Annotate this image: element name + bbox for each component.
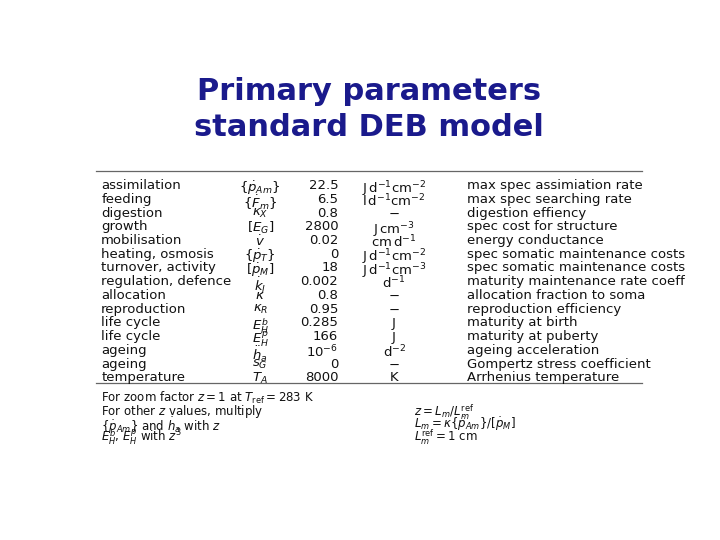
Text: life cycle: life cycle bbox=[101, 330, 161, 343]
Text: $L_m = \kappa\{\dot{p}_{Am}\}/[\dot{p}_M]$: $L_m = \kappa\{\dot{p}_{Am}\}/[\dot{p}_M… bbox=[413, 415, 516, 433]
Text: spec somatic maintenance costs: spec somatic maintenance costs bbox=[467, 248, 685, 261]
Text: energy conductance: energy conductance bbox=[467, 234, 603, 247]
Text: $[E_G]$: $[E_G]$ bbox=[246, 220, 274, 237]
Text: $\kappa_R$: $\kappa_R$ bbox=[253, 302, 268, 316]
Text: assimilation: assimilation bbox=[101, 179, 181, 192]
Text: $T_A$: $T_A$ bbox=[252, 371, 268, 386]
Text: Arrhenius temperature: Arrhenius temperature bbox=[467, 371, 619, 384]
Text: 0.02: 0.02 bbox=[309, 234, 338, 247]
Text: $\{\dot{p}_{Am}\}$: $\{\dot{p}_{Am}\}$ bbox=[239, 179, 281, 197]
Text: 0: 0 bbox=[330, 357, 338, 370]
Text: max spec assimiation rate: max spec assimiation rate bbox=[467, 179, 642, 192]
Text: 8000: 8000 bbox=[305, 371, 338, 384]
Text: $\dot{v}$: $\dot{v}$ bbox=[255, 234, 265, 248]
Text: $10^{-6}$: $10^{-6}$ bbox=[306, 344, 338, 360]
Text: growth: growth bbox=[101, 220, 148, 233]
Text: 0.8: 0.8 bbox=[318, 289, 338, 302]
Text: life cycle: life cycle bbox=[101, 316, 161, 329]
Text: For zoom factor $z = 1$ at $T_\mathrm{ref} = 283$ K: For zoom factor $z = 1$ at $T_\mathrm{re… bbox=[101, 390, 314, 407]
Text: spec cost for structure: spec cost for structure bbox=[467, 220, 617, 233]
Text: $\mathrm{K}$: $\mathrm{K}$ bbox=[389, 371, 400, 384]
Text: turnover, activity: turnover, activity bbox=[101, 261, 216, 274]
Text: maturity at puberty: maturity at puberty bbox=[467, 330, 598, 343]
Text: reproduction efficiency: reproduction efficiency bbox=[467, 302, 621, 316]
Text: digestion: digestion bbox=[101, 207, 163, 220]
Text: $\mathrm{l\,d^{-1}cm^{-2}}$: $\mathrm{l\,d^{-1}cm^{-2}}$ bbox=[362, 193, 426, 210]
Text: maturity at birth: maturity at birth bbox=[467, 316, 577, 329]
Text: 166: 166 bbox=[313, 330, 338, 343]
Text: heating, osmosis: heating, osmosis bbox=[101, 248, 214, 261]
Text: $-$: $-$ bbox=[388, 302, 400, 316]
Text: allocation fraction to soma: allocation fraction to soma bbox=[467, 289, 645, 302]
Text: $-$: $-$ bbox=[388, 207, 400, 220]
Text: $\{\dot{p}_{Am}\}$ and $\dot{h}_a$ with $z$: $\{\dot{p}_{Am}\}$ and $\dot{h}_a$ with … bbox=[101, 415, 221, 436]
Text: ageing acceleration: ageing acceleration bbox=[467, 344, 599, 357]
Text: $\kappa$: $\kappa$ bbox=[256, 289, 265, 302]
Text: For other $z$ values, multiply: For other $z$ values, multiply bbox=[101, 403, 264, 420]
Text: feeding: feeding bbox=[101, 193, 152, 206]
Text: 0.95: 0.95 bbox=[309, 302, 338, 316]
Text: $-$: $-$ bbox=[388, 289, 400, 302]
Text: $\ddot{h}_a$: $\ddot{h}_a$ bbox=[253, 344, 268, 363]
Text: $\mathrm{cm\,d^{-1}}$: $\mathrm{cm\,d^{-1}}$ bbox=[372, 234, 417, 251]
Text: maturity maintenance rate coeff: maturity maintenance rate coeff bbox=[467, 275, 685, 288]
Text: $\mathrm{d^{-1}}$: $\mathrm{d^{-1}}$ bbox=[382, 275, 406, 292]
Text: 2800: 2800 bbox=[305, 220, 338, 233]
Text: $\{\dot{p}_T\}$: $\{\dot{p}_T\}$ bbox=[244, 248, 276, 265]
Text: 22.5: 22.5 bbox=[309, 179, 338, 192]
Text: 0.002: 0.002 bbox=[300, 275, 338, 288]
Text: 18: 18 bbox=[321, 261, 338, 274]
Text: digestion effiency: digestion effiency bbox=[467, 207, 586, 220]
Text: $\mathrm{J\,d^{-1}cm^{-2}}$: $\mathrm{J\,d^{-1}cm^{-2}}$ bbox=[362, 248, 426, 267]
Text: ageing: ageing bbox=[101, 344, 147, 357]
Text: allocation: allocation bbox=[101, 289, 166, 302]
Text: $\{\dot{F}_m\}$: $\{\dot{F}_m\}$ bbox=[243, 193, 277, 212]
Text: mobilisation: mobilisation bbox=[101, 234, 183, 247]
Text: $z = L_m / L_m^\mathrm{ref}$: $z = L_m / L_m^\mathrm{ref}$ bbox=[413, 403, 474, 422]
Text: $\mathrm{J\,cm^{-3}}$: $\mathrm{J\,cm^{-3}}$ bbox=[373, 220, 415, 240]
Text: ageing: ageing bbox=[101, 357, 147, 370]
Text: 0: 0 bbox=[330, 248, 338, 261]
Text: 0.285: 0.285 bbox=[300, 316, 338, 329]
Text: $L_m^\mathrm{ref} = 1$ cm: $L_m^\mathrm{ref} = 1$ cm bbox=[413, 428, 477, 447]
Text: regulation, defence: regulation, defence bbox=[101, 275, 231, 288]
Text: $E_H^b$, $E_H^p$ with $z^3$: $E_H^b$, $E_H^p$ with $z^3$ bbox=[101, 428, 182, 447]
Text: $-$: $-$ bbox=[388, 357, 400, 370]
Text: spec somatic maintenance costs: spec somatic maintenance costs bbox=[467, 261, 685, 274]
Text: $\mathrm{J\,d^{-1}cm^{-2}}$: $\mathrm{J\,d^{-1}cm^{-2}}$ bbox=[362, 179, 426, 199]
Text: $E_H^p$: $E_H^p$ bbox=[252, 330, 269, 349]
Text: $\dot{k}_J$: $\dot{k}_J$ bbox=[254, 275, 266, 297]
Text: $[\dot{p}_M]$: $[\dot{p}_M]$ bbox=[246, 261, 274, 279]
Text: 6.5: 6.5 bbox=[318, 193, 338, 206]
Text: $\mathrm{J\,d^{-1}cm^{-3}}$: $\mathrm{J\,d^{-1}cm^{-3}}$ bbox=[362, 261, 426, 281]
Text: 0.8: 0.8 bbox=[318, 207, 338, 220]
Text: Gompertz stress coefficient: Gompertz stress coefficient bbox=[467, 357, 650, 370]
Text: $E_H^b$: $E_H^b$ bbox=[252, 316, 269, 336]
Text: reproduction: reproduction bbox=[101, 302, 186, 316]
Text: max spec searching rate: max spec searching rate bbox=[467, 193, 631, 206]
Text: $\mathrm{J}$: $\mathrm{J}$ bbox=[392, 316, 397, 332]
Text: temperature: temperature bbox=[101, 371, 185, 384]
Text: $\kappa_X$: $\kappa_X$ bbox=[252, 207, 269, 220]
Text: $\mathrm{d^{-2}}$: $\mathrm{d^{-2}}$ bbox=[382, 344, 405, 360]
Text: $s_G$: $s_G$ bbox=[253, 357, 268, 370]
Text: Primary parameters
standard DEB model: Primary parameters standard DEB model bbox=[194, 77, 544, 142]
Text: $\mathrm{J}$: $\mathrm{J}$ bbox=[392, 330, 397, 346]
